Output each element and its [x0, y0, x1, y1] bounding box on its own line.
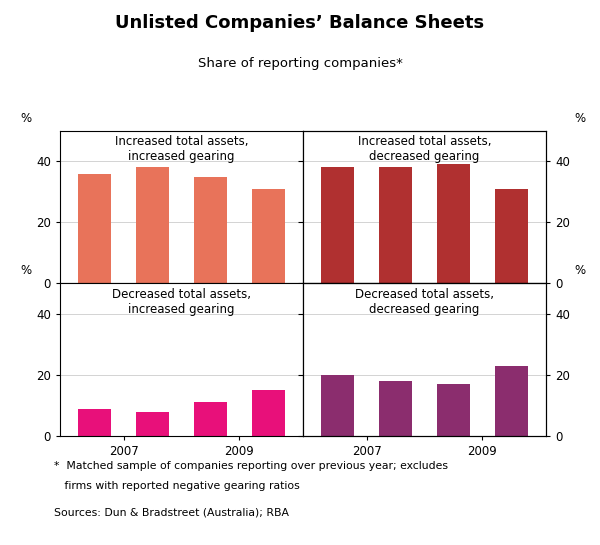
- Text: %: %: [20, 264, 32, 277]
- Bar: [321, 375, 355, 436]
- Text: Sources: Dun & Bradstreet (Australia); RBA: Sources: Dun & Bradstreet (Australia); R…: [54, 508, 289, 518]
- Bar: [379, 381, 412, 436]
- Bar: [321, 167, 355, 283]
- Bar: [437, 165, 470, 283]
- Text: firms with reported negative gearing ratios: firms with reported negative gearing rat…: [54, 481, 300, 490]
- Text: *  Matched sample of companies reporting over previous year; excludes: * Matched sample of companies reporting …: [54, 461, 448, 470]
- Bar: [494, 189, 528, 283]
- Bar: [251, 189, 285, 283]
- Text: Unlisted Companies’ Balance Sheets: Unlisted Companies’ Balance Sheets: [115, 14, 485, 32]
- Text: Increased total assets,
decreased gearing: Increased total assets, decreased gearin…: [358, 135, 491, 164]
- Text: %: %: [574, 264, 586, 277]
- Bar: [78, 409, 112, 436]
- Bar: [136, 411, 169, 436]
- Bar: [194, 402, 227, 436]
- Bar: [78, 173, 112, 283]
- Bar: [136, 167, 169, 283]
- Bar: [437, 384, 470, 436]
- Bar: [251, 390, 285, 436]
- Text: Share of reporting companies*: Share of reporting companies*: [197, 57, 403, 70]
- Bar: [494, 366, 528, 436]
- Text: Decreased total assets,
increased gearing: Decreased total assets, increased gearin…: [112, 288, 251, 316]
- Text: %: %: [20, 112, 32, 125]
- Text: Increased total assets,
increased gearing: Increased total assets, increased gearin…: [115, 135, 248, 164]
- Text: Decreased total assets,
decreased gearing: Decreased total assets, decreased gearin…: [355, 288, 494, 316]
- Bar: [379, 167, 412, 283]
- Bar: [194, 177, 227, 283]
- Text: %: %: [574, 112, 586, 125]
